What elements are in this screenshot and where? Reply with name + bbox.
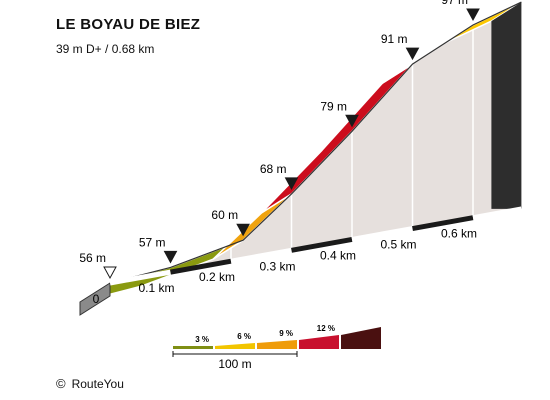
base-scale-bar xyxy=(170,258,232,275)
elevation-label: 97 m xyxy=(441,0,468,7)
base-scale-bar xyxy=(109,269,171,286)
x-tick-label: 0.2 km xyxy=(199,270,235,284)
chart-subtitle: 39 m D+ / 0.68 km xyxy=(56,42,155,56)
copyright-symbol: © xyxy=(56,376,66,391)
elevation-marker xyxy=(466,8,480,22)
legend-swatch xyxy=(341,327,381,349)
legend-label: 3 % xyxy=(195,335,209,344)
x-tick-label: 0 xyxy=(93,292,100,306)
profile-ridge-line xyxy=(109,1,522,284)
elevation-marker xyxy=(236,223,250,237)
elevation-label: 60 m xyxy=(211,208,238,222)
x-tick-label: 0.4 km xyxy=(320,248,356,262)
legend-scale-label: 100 m xyxy=(218,357,251,371)
x-tick-label: 0.6 km xyxy=(441,227,477,241)
base-scale-bar xyxy=(291,236,353,253)
legend-label: 6 % xyxy=(237,332,251,341)
chart-title: LE BOYAU DE BIEZ xyxy=(56,16,201,33)
x-tick-label: 0.5 km xyxy=(380,238,416,252)
base-scale-bar xyxy=(351,226,413,242)
elevation-label: 91 m xyxy=(381,32,408,46)
elevation-marker xyxy=(405,47,420,61)
elevation-marker xyxy=(284,177,299,190)
x-tick-label: 0.3 km xyxy=(259,259,295,273)
elevation-marker xyxy=(345,114,359,128)
elevation-marker-hollow xyxy=(103,266,117,280)
elevation-label: 68 m xyxy=(260,162,287,176)
elevation-label: 57 m xyxy=(139,235,166,249)
legend-swatch xyxy=(257,340,297,349)
elevation-marker xyxy=(163,250,178,264)
x-tick-label: 0.1 km xyxy=(138,281,174,295)
copyright-text: RouteYou xyxy=(71,377,124,391)
elevation-label: 79 m xyxy=(320,99,347,113)
legend-label: 12 % xyxy=(317,324,335,333)
legend-label: 9 % xyxy=(279,329,293,338)
legend-swatch xyxy=(215,343,255,349)
legend-swatch xyxy=(173,346,213,349)
profile-end-face xyxy=(491,2,522,209)
profile-start-face xyxy=(79,282,111,316)
legend-swatch xyxy=(299,335,339,349)
copyright: © RouteYou xyxy=(56,376,124,391)
base-scale-bar xyxy=(412,215,474,232)
base-scale-bar xyxy=(230,247,292,264)
profile-side-wall xyxy=(109,1,522,284)
base-scale-bar xyxy=(472,206,522,221)
elevation-label: 56 m xyxy=(79,251,106,265)
